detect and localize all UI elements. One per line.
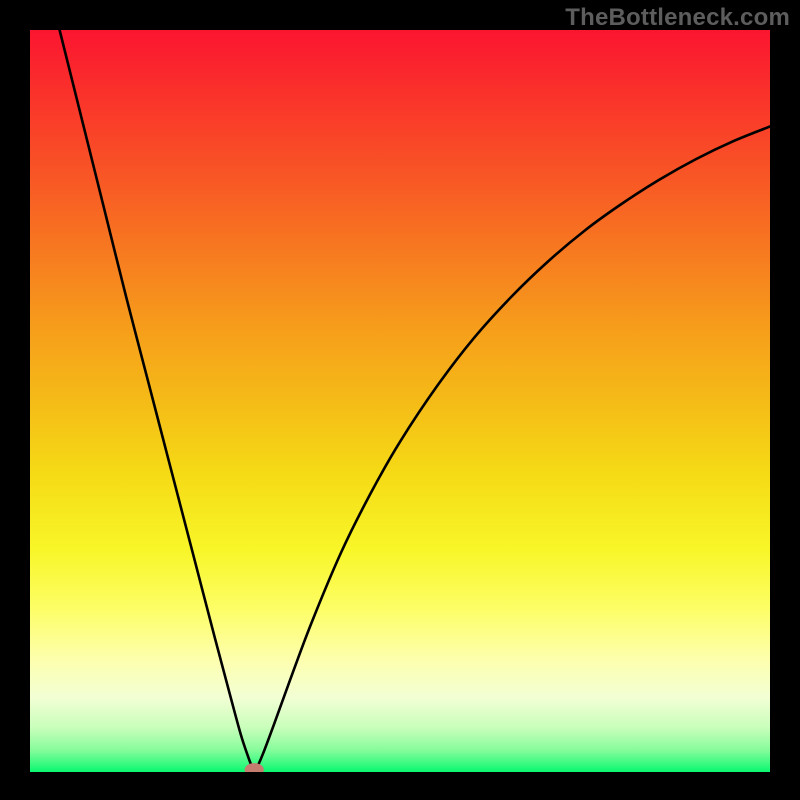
chart-frame: TheBottleneck.com — [0, 0, 800, 800]
gradient-background — [30, 30, 770, 772]
chart-svg — [30, 30, 770, 772]
watermark-label: TheBottleneck.com — [565, 4, 790, 32]
plot-area — [30, 30, 770, 772]
